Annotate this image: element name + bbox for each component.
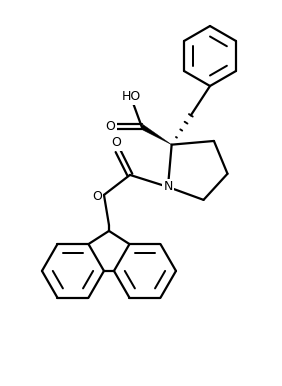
Text: O: O (106, 120, 116, 133)
Text: HO: HO (122, 90, 141, 103)
Text: O: O (92, 190, 102, 203)
Text: N: N (163, 180, 173, 193)
Text: O: O (111, 136, 121, 149)
Polygon shape (140, 125, 172, 145)
